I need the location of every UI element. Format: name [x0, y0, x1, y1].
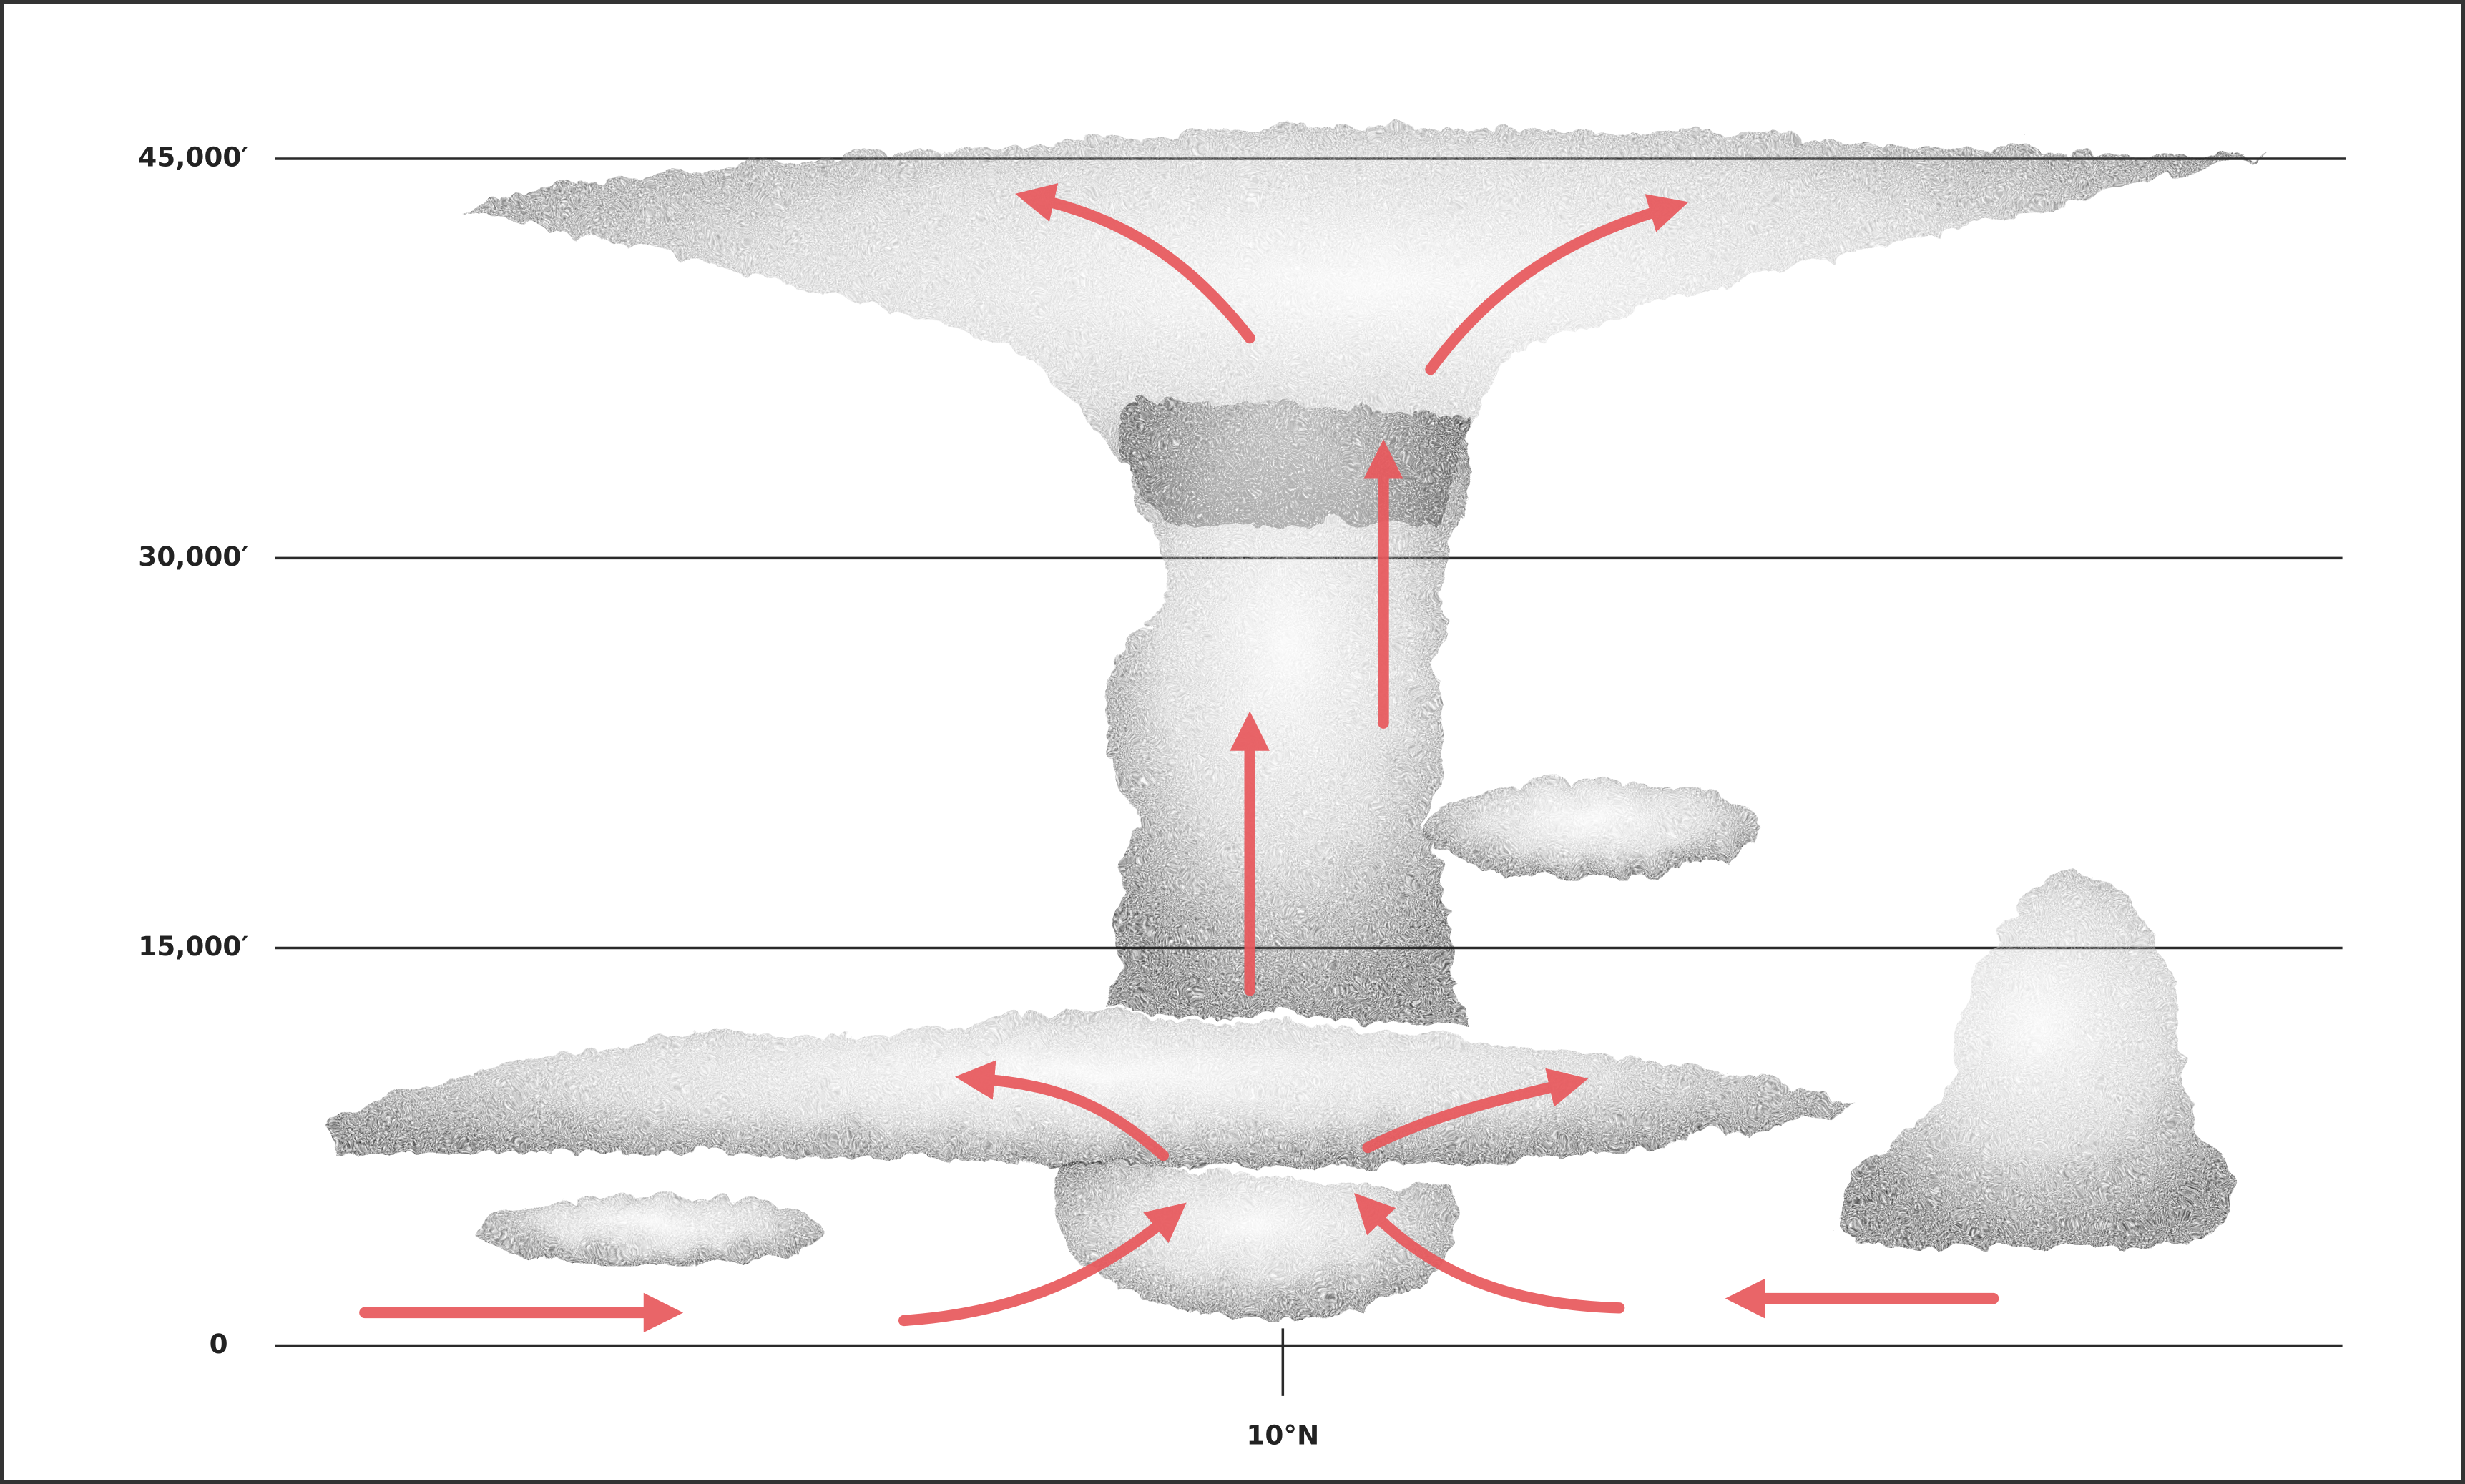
altitude-label: 30,000′ [138, 541, 248, 572]
cloud-diagram: 45,000′ 30,000′ 15,000′ 0 10°N [0, 0, 2465, 1484]
side-cloud [1418, 775, 1758, 876]
cloud-stem [1098, 393, 1464, 1022]
altitude-label: 15,000′ [138, 930, 248, 962]
altitude-label: 45,000′ [138, 142, 248, 173]
latitude-label: 10°N [1246, 1420, 1319, 1451]
altitude-label: 0 [210, 1328, 228, 1360]
low-cloud [478, 1190, 818, 1262]
